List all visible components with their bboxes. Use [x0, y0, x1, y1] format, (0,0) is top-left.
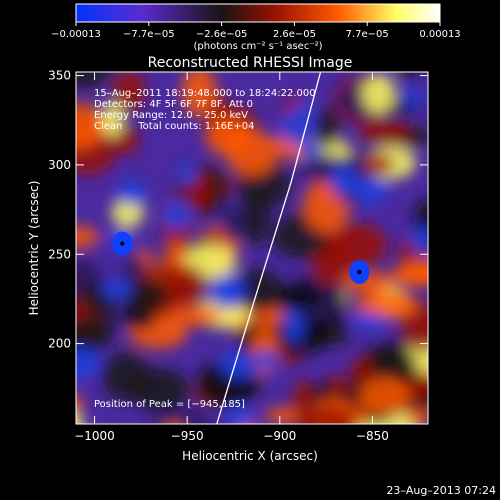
- peak-layer: [112, 231, 370, 285]
- heatmap-low-blob: [226, 405, 252, 424]
- heatmap-low-blob: [411, 226, 428, 254]
- heatmap-blob: [162, 305, 222, 327]
- annotation-energy-range: Energy Range: 12.0 – 25.0 keV: [94, 110, 248, 121]
- heatmap-blob: [150, 407, 214, 424]
- heatmap-blob: [358, 377, 411, 416]
- heatmap-blob: [101, 102, 124, 138]
- colorbar-units-label: (photons cm⁻² s⁻¹ asec⁻²): [193, 41, 322, 52]
- annotation-peak-position: Position of Peak = [−945,185]: [94, 399, 245, 410]
- x-tick-label: −850: [356, 429, 389, 443]
- y-axis-label: Heliocentric Y (arcsec): [27, 181, 41, 316]
- heatmap-blob: [398, 72, 419, 79]
- x-tick-label: −1000: [74, 429, 115, 443]
- heatmap-blob: [76, 315, 115, 349]
- heatmap-low-blob: [117, 180, 148, 206]
- heatmap-low-blob: [299, 140, 322, 160]
- heatmap-low-blob: [352, 177, 389, 204]
- colorbar-tick-label: −0.00013: [51, 29, 101, 40]
- colorbar-tick-label: −7.7e−05: [123, 29, 175, 40]
- annotation-block: 15–Aug–2011 18:19:48.000 to 18:24:22.000…: [94, 88, 316, 410]
- limb-layer: [216, 72, 322, 424]
- heatmap-blob: [205, 116, 253, 156]
- heatmap-blob: [76, 103, 105, 150]
- annotation-detectors: Detectors: 4F 5F 6F 7F 8F, Att 0: [94, 99, 253, 110]
- heatmap-blob: [102, 352, 152, 401]
- peak-marker: [357, 269, 362, 275]
- heatmap-blob: [351, 357, 373, 383]
- heatmap-blob: [161, 264, 207, 307]
- solar-limb-curve: [216, 72, 322, 424]
- heatmap-low-blob: [76, 346, 99, 379]
- y-tick-label: 200: [48, 337, 71, 351]
- y-axis-ticks: 200 250 300 350: [48, 69, 428, 351]
- annotation-time-range: 15–Aug–2011 18:19:48.000 to 18:24:22.000: [94, 88, 316, 99]
- heatmap-blob: [76, 394, 83, 415]
- heatmap-blob: [313, 106, 339, 148]
- heatmap-blob: [111, 197, 144, 229]
- colorbar-gradient: [75, 3, 441, 23]
- heatmap-blob: [359, 121, 412, 144]
- heatmap-blob: [355, 290, 419, 320]
- heatmap-blob: [76, 72, 112, 88]
- heatmap-blob: [268, 283, 325, 309]
- x-tick-label: −900: [263, 429, 296, 443]
- heatmap-low-blob: [284, 309, 304, 343]
- heatmap-low-blob: [100, 280, 132, 298]
- heatmap-low-blob: [161, 199, 193, 230]
- colorbar-tick-label: 0.00013: [419, 29, 460, 40]
- heatmap-low-blob: [209, 282, 227, 305]
- heatmap-blob: [361, 73, 396, 114]
- x-tick-label: −950: [171, 429, 204, 443]
- heatmap-low-blob: [329, 164, 358, 196]
- colorbar-tick-label: −2.6e−05: [196, 29, 248, 40]
- colorbar-tick-label: 7.7e−05: [346, 29, 389, 40]
- heatmap-blob: [76, 412, 84, 424]
- colorbar-ticks: −0.00013 −7.7e−05 −2.6e−05 2.6e−05 7.7e−05 0.…: [51, 22, 461, 40]
- heatmap-low-blob: [280, 109, 316, 146]
- heatmap-blob: [300, 405, 358, 424]
- x-axis-ticks: −1000 −950 −900 −850: [74, 72, 389, 443]
- footer-timestamp: 23–Aug–2013 07:24: [386, 484, 496, 497]
- heatmap-low-blob: [354, 313, 386, 330]
- heatmap-low-blob: [220, 350, 257, 380]
- heatmap-blob: [124, 279, 170, 314]
- x-axis-label: Heliocentric X (arcsec): [182, 449, 318, 463]
- colorbar: −0.00013 −7.7e−05 −2.6e−05 2.6e−05 7.7e−05 0.…: [51, 3, 461, 52]
- y-tick-label: 300: [48, 158, 71, 172]
- y-tick-label: 350: [48, 69, 71, 83]
- peak-marker: [120, 241, 125, 246]
- heatmap-blob: [113, 72, 146, 112]
- heatmap-blob: [241, 192, 270, 245]
- heatmap-blob: [328, 223, 387, 267]
- heatmap-blob: [221, 203, 244, 243]
- heatmap-low-blob: [254, 350, 280, 371]
- heatmap-blob: [181, 72, 217, 118]
- annotation-clean-counts: Clean Total counts: 1.16E+04: [94, 121, 254, 132]
- y-tick-label: 250: [48, 247, 71, 261]
- heatmap-blob: [265, 407, 300, 424]
- heatmap-area: [76, 72, 428, 424]
- colorbar-tick-label: 2.6e−05: [273, 29, 316, 40]
- chart-title: Reconstructed RHESSI Image: [148, 55, 353, 71]
- heatmap-low-blob: [401, 89, 422, 106]
- heatmap-blob: [391, 262, 428, 287]
- heatmap-blob: [407, 407, 428, 424]
- heatmap-low-blob: [298, 98, 319, 118]
- heatmap-blob: [361, 153, 396, 175]
- heatmap-blob: [76, 225, 100, 248]
- heatmap-low-blob: [178, 162, 197, 186]
- heatmap-blob: [373, 345, 403, 384]
- plot-frame: [75, 71, 429, 425]
